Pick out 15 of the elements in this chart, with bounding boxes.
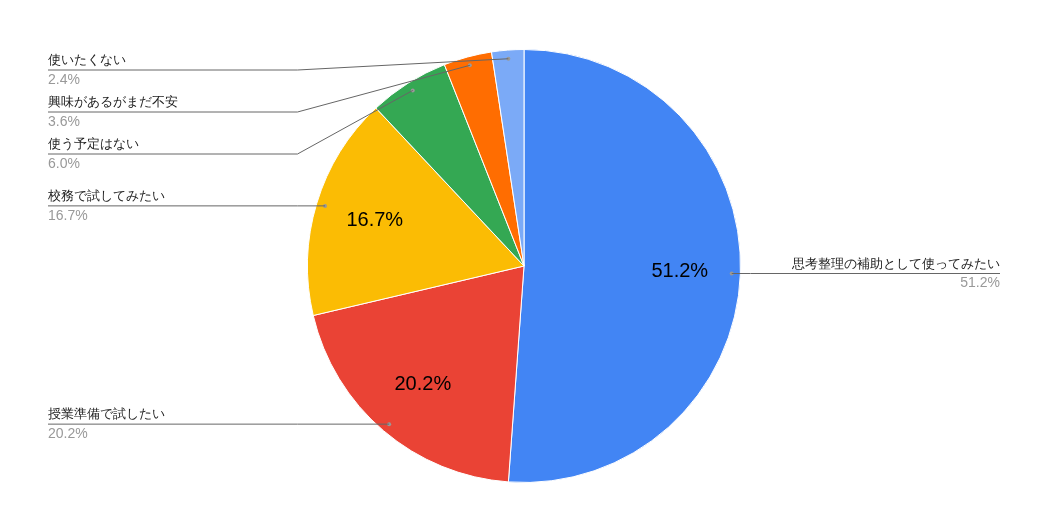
text: 16.7% — [48, 206, 88, 223]
data-label: 20.2% — [394, 372, 452, 395]
slice-label: 使いたくない — [48, 52, 126, 68]
data-label: 16.7% — [346, 208, 404, 231]
slice-label: 授業準備で試したい — [48, 406, 165, 422]
data-label: 51.2% — [651, 259, 709, 282]
data-label: 2.4% — [48, 70, 80, 87]
slice-label: 使う予定はない — [48, 136, 139, 152]
slice-label: 思考整理の補助として使ってみたい — [791, 255, 1000, 271]
slice-label: 興味があるがまだ不安 — [48, 94, 178, 110]
text: 51.2% — [960, 274, 1000, 291]
slice-label: 校務で試してみたい — [47, 187, 165, 203]
data-label: 6.0% — [48, 154, 80, 171]
data-label: 3.6% — [48, 112, 80, 129]
text: 20.2% — [48, 425, 88, 441]
